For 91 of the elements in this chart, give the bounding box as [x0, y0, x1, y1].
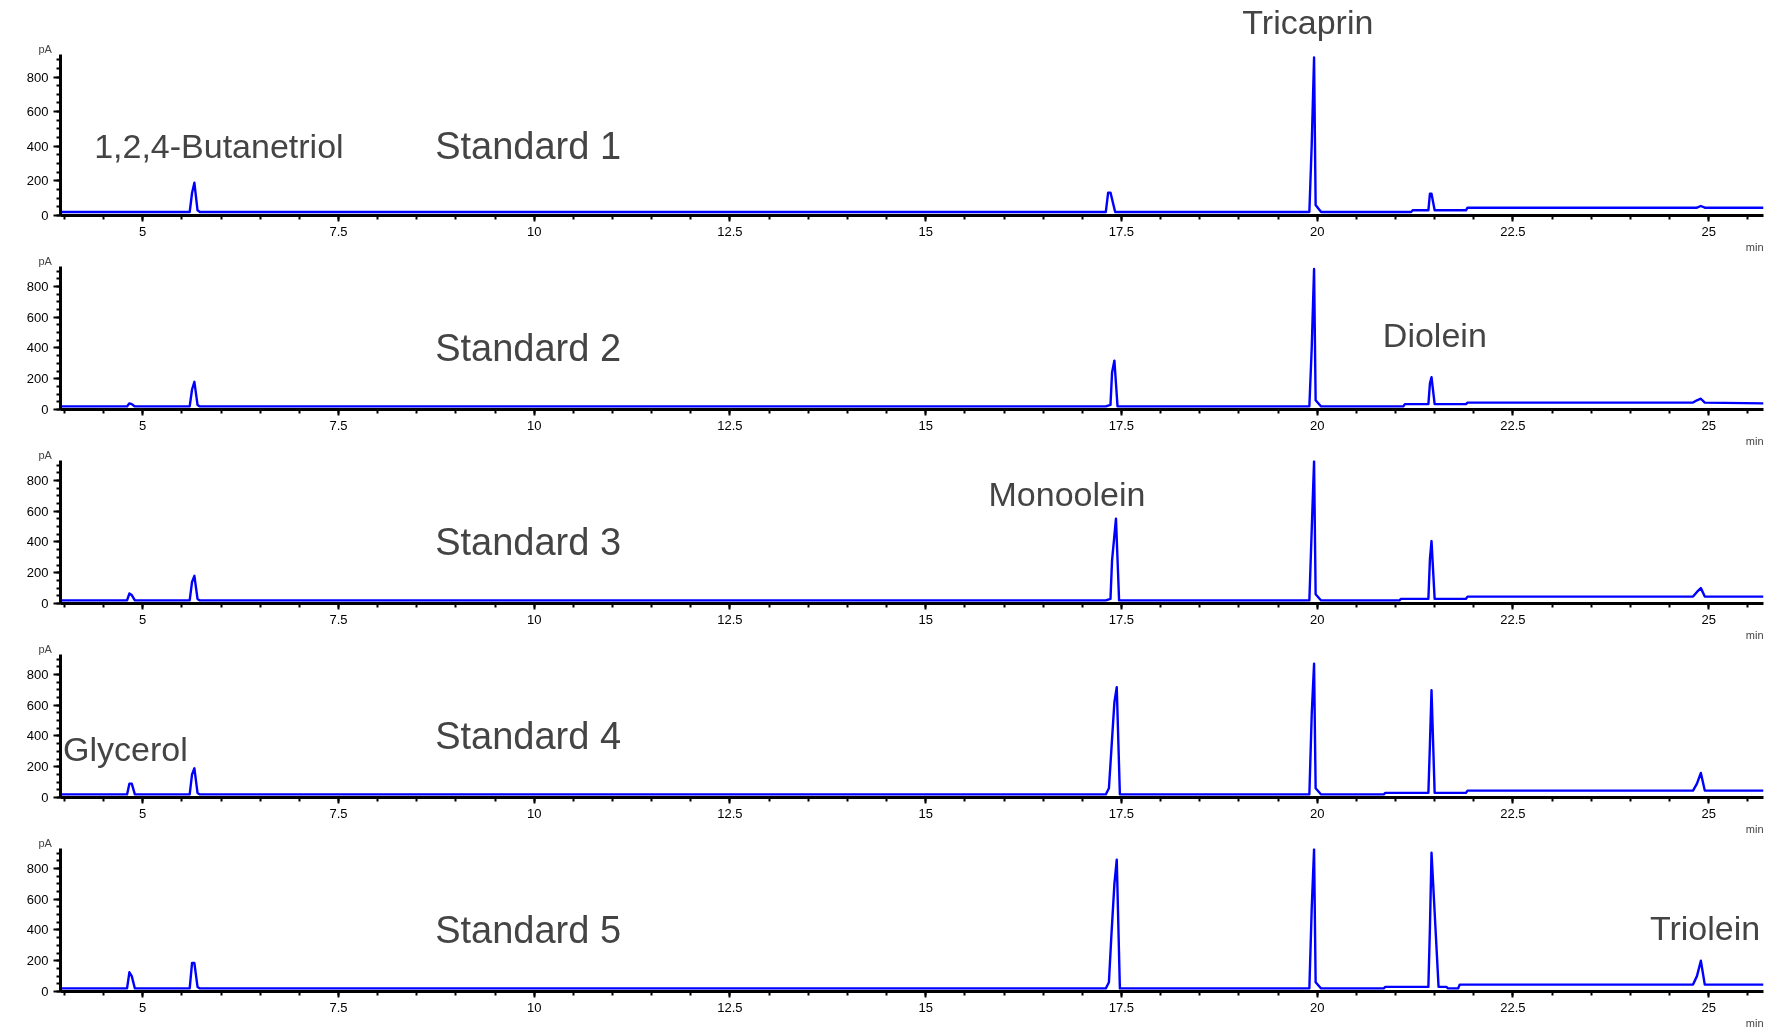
y-tick-label: 400 — [26, 138, 49, 154]
y-tick-label: 200 — [26, 173, 49, 189]
x-tick-label: 17.5 — [1108, 223, 1135, 239]
y-axis-title: pA — [38, 642, 53, 655]
annotation: 1,2,4-Butanetriol — [94, 126, 344, 165]
y-tick-label: 0 — [41, 402, 49, 417]
x-tick-label: 22.5 — [1500, 417, 1526, 433]
x-tick-label: 7.5 — [329, 805, 348, 821]
x-tick-label: 12.5 — [717, 417, 743, 433]
y-tick-label: 600 — [26, 503, 49, 519]
y-axis-title: pA — [38, 836, 53, 849]
x-tick-label: 10 — [526, 223, 542, 239]
text: Standard 4 — [435, 715, 622, 758]
y-tick-label: 0 — [41, 596, 49, 611]
x-tick-label: 22.5 — [1500, 999, 1526, 1015]
x-tick-label: 15 — [918, 805, 933, 821]
y-tick-label: 400 — [26, 922, 49, 938]
x-tick-label: 7.5 — [329, 223, 348, 239]
x-tick-label: 25 — [1701, 417, 1716, 433]
y-tick-label: 800 — [26, 278, 49, 294]
text: Standard 1 — [435, 125, 622, 168]
x-tick-label: 22.5 — [1500, 223, 1526, 239]
y-tick-label: 0 — [41, 984, 49, 999]
x-tick-label: 15 — [918, 611, 933, 627]
x-tick-label: 15 — [918, 223, 933, 239]
annotation: Triolein — [1649, 909, 1761, 948]
annotation: Diolein — [1382, 316, 1487, 355]
x-tick-label: 12.5 — [717, 223, 743, 239]
x-tick-label: 7.5 — [329, 999, 348, 1015]
x-tick-label: 12.5 — [717, 999, 743, 1015]
x-tick-label: 7.5 — [329, 611, 348, 627]
x-tick-label: 5 — [139, 611, 147, 627]
y-tick-label: 400 — [26, 534, 49, 550]
y-axis-title: pA — [38, 448, 53, 461]
x-tick-label: 12.5 — [717, 611, 743, 627]
y-tick-label: 0 — [41, 208, 49, 223]
x-tick-label: 15 — [918, 417, 933, 433]
x-tick-label: 5 — [139, 417, 147, 433]
x-tick-label: 10 — [526, 805, 542, 821]
y-axis-title: pA — [38, 254, 53, 267]
x-axis-title: min — [1745, 628, 1764, 641]
y-tick-label: 600 — [26, 697, 49, 713]
x-tick-label: 25 — [1701, 223, 1716, 239]
y-tick-label: 200 — [26, 759, 49, 775]
y-tick-label: 800 — [26, 666, 49, 682]
x-axis-title: min — [1745, 240, 1764, 253]
x-tick-label: 12.5 — [717, 805, 743, 821]
x-tick-label: 15 — [918, 999, 933, 1015]
y-tick-label: 800 — [26, 860, 49, 876]
x-tick-label: 5 — [139, 223, 147, 239]
x-tick-label: 17.5 — [1108, 611, 1135, 627]
y-axis-title: pA — [38, 42, 53, 55]
x-tick-label: 25 — [1701, 999, 1716, 1015]
y-tick-label: 600 — [26, 309, 49, 325]
y-tick-label: 800 — [26, 69, 49, 85]
y-tick-label: 400 — [26, 728, 49, 744]
y-tick-label: 200 — [26, 371, 49, 387]
x-tick-label: 17.5 — [1108, 999, 1135, 1015]
x-tick-label: 25 — [1701, 805, 1716, 821]
y-tick-label: 200 — [26, 565, 49, 581]
x-tick-label: 22.5 — [1500, 805, 1526, 821]
y-tick-label: 800 — [26, 472, 49, 488]
x-tick-label: 22.5 — [1500, 611, 1526, 627]
annotation: Monoolein — [988, 475, 1146, 514]
y-tick-label: 200 — [26, 953, 49, 969]
text: Standard 3 — [435, 521, 622, 564]
x-axis-title: min — [1745, 1016, 1764, 1029]
x-tick-label: 5 — [139, 999, 147, 1015]
x-axis-title: min — [1745, 434, 1764, 447]
x-tick-label: 25 — [1701, 611, 1716, 627]
x-tick-label: 17.5 — [1108, 417, 1135, 433]
text: Standard 2 — [435, 327, 622, 370]
x-tick-label: 10 — [526, 999, 542, 1015]
x-tick-label: 5 — [139, 805, 147, 821]
x-tick-label: 17.5 — [1108, 805, 1135, 821]
y-tick-label: 600 — [26, 104, 49, 120]
y-tick-label: 600 — [26, 891, 49, 907]
x-tick-label: 20 — [1309, 223, 1325, 239]
x-tick-label: 10 — [526, 611, 542, 627]
text: Standard 5 — [435, 909, 622, 952]
annotation: Glycerol — [63, 729, 188, 768]
y-tick-label: 400 — [26, 340, 49, 356]
text: Tricaprin — [1242, 2, 1374, 41]
x-tick-label: 7.5 — [329, 417, 348, 433]
x-tick-label: 20 — [1309, 805, 1325, 821]
x-tick-label: 10 — [526, 417, 542, 433]
x-axis-title: min — [1745, 822, 1764, 835]
x-tick-label: 20 — [1309, 417, 1325, 433]
y-tick-label: 0 — [41, 790, 49, 805]
x-tick-label: 20 — [1309, 999, 1325, 1015]
x-tick-label: 20 — [1309, 611, 1325, 627]
